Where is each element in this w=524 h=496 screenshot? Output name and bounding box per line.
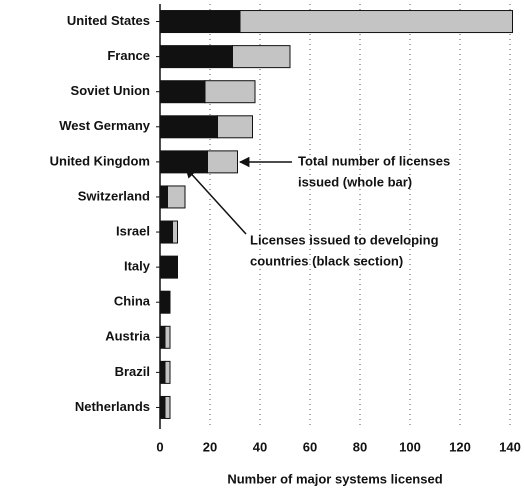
annotation: countries (black section) bbox=[250, 253, 403, 268]
y-tick-label: Italy bbox=[124, 259, 151, 274]
y-tick-label: Austria bbox=[105, 329, 151, 344]
annotation: Licenses issued to developing bbox=[250, 232, 439, 247]
y-tick-label: Soviet Union bbox=[71, 83, 151, 98]
bar-segment bbox=[159, 10, 241, 34]
x-tick-label: 20 bbox=[203, 439, 217, 454]
y-tick-label: France bbox=[107, 48, 150, 63]
bar-segment bbox=[159, 395, 166, 419]
annotation: Total number of licenses bbox=[298, 153, 450, 168]
bar-segment bbox=[164, 395, 171, 419]
annotation: issued (whole bar) bbox=[298, 174, 412, 189]
y-tick-label: China bbox=[114, 294, 151, 309]
bar-segment bbox=[239, 10, 513, 34]
x-tick-label: 100 bbox=[399, 439, 421, 454]
bar-segment bbox=[204, 80, 256, 104]
annotation-arrow bbox=[185, 167, 247, 235]
bar-segment bbox=[172, 220, 178, 244]
bar-segment bbox=[159, 150, 208, 174]
bar-segment bbox=[164, 360, 171, 384]
bar-segment bbox=[159, 185, 168, 209]
bar-segment bbox=[159, 255, 178, 279]
bar-segment bbox=[159, 80, 206, 104]
y-tick-label: United Kingdom bbox=[50, 153, 150, 168]
bar-segment bbox=[164, 325, 171, 349]
x-tick-label: 80 bbox=[353, 439, 367, 454]
y-tick-label: Brazil bbox=[115, 364, 150, 379]
x-tick-label: 40 bbox=[253, 439, 267, 454]
bar-segment bbox=[207, 150, 238, 174]
x-tick-label: 120 bbox=[449, 439, 471, 454]
x-tick-label: 60 bbox=[303, 439, 317, 454]
x-tick-label: 140 bbox=[499, 439, 521, 454]
bar-segment bbox=[217, 115, 253, 139]
y-tick-label: West Germany bbox=[59, 118, 151, 133]
x-axis-label: Number of major systems licensed bbox=[227, 471, 442, 486]
bar-segment bbox=[232, 45, 291, 69]
y-tick-label: Israel bbox=[116, 223, 150, 238]
y-tick-label: Switzerland bbox=[78, 188, 150, 203]
bar-segment bbox=[159, 45, 233, 69]
bar-segment bbox=[159, 290, 171, 314]
y-tick-label: United States bbox=[67, 13, 150, 28]
bar-segment bbox=[159, 220, 173, 244]
bar-segment bbox=[167, 185, 186, 209]
bar-segment bbox=[159, 325, 166, 349]
y-tick-label: Netherlands bbox=[75, 399, 150, 414]
bar-segment bbox=[159, 115, 218, 139]
bar-segment bbox=[159, 360, 166, 384]
x-tick-label: 0 bbox=[156, 439, 163, 454]
